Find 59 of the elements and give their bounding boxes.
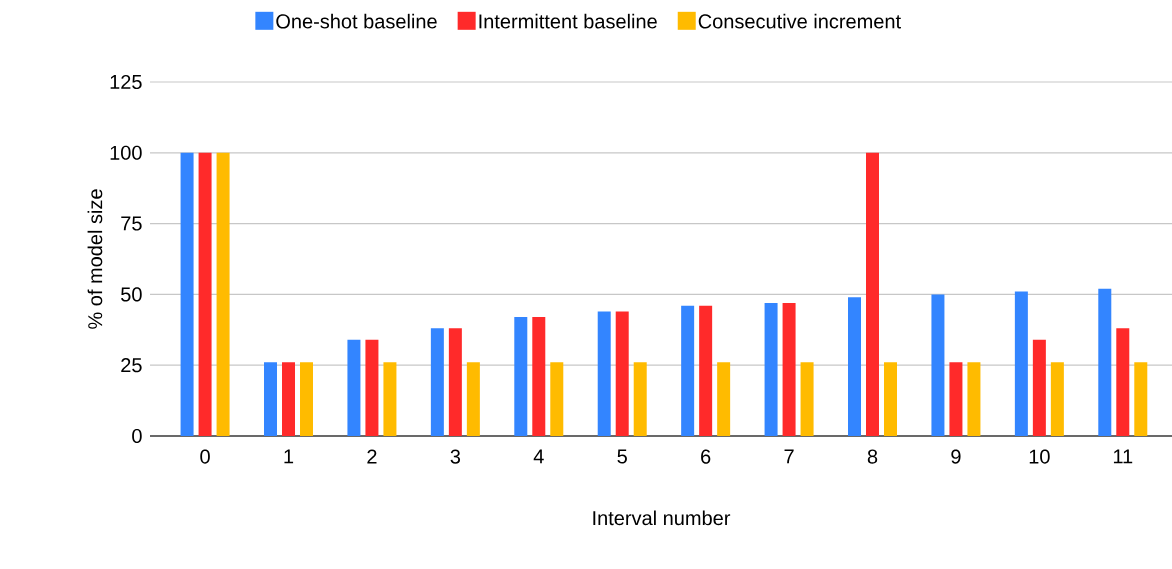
bar [1116,328,1130,436]
bar [1014,291,1028,436]
bar [1050,362,1064,436]
x-tick-label: 11 [1113,449,1133,464]
bar [782,302,796,436]
bar [681,305,695,436]
bar [365,339,379,436]
bar [848,297,862,436]
bar [699,305,713,436]
y-tick-label: 125 [110,74,142,90]
x-tick-label: 7 [784,449,794,464]
bar [198,152,212,436]
bar [1032,339,1046,436]
bar [514,317,528,436]
x-tick-label: 0 [200,449,210,464]
bar [800,362,814,436]
bar [448,328,462,436]
bar [1098,288,1112,436]
legend-label: One-shot baseline [276,13,437,29]
y-tick-label: 100 [110,145,142,160]
x-tick-label: 8 [867,449,878,464]
bar [949,362,963,436]
bar [931,294,945,436]
bar [1134,362,1148,436]
x-tick-label: 6 [701,449,711,464]
x-tick-label: 4 [533,449,544,464]
y-tick-label: 25 [121,358,142,373]
bar [717,362,731,436]
bar [466,362,480,436]
bar [967,362,981,436]
legend-label: Intermittent baseline [479,13,657,29]
y-tick-label: 0 [132,428,142,444]
bar [180,152,194,436]
bar [430,328,444,436]
x-tick-label: 1 [284,449,294,464]
bar [884,362,898,436]
bar [216,152,230,436]
x-tick-label: 9 [951,449,961,464]
y-axis-title: % of model size [87,189,103,329]
x-tick-label: 3 [450,449,461,464]
bar [550,362,564,436]
legend-label: Consecutive increment [698,13,901,29]
x-axis-title: Interval number [593,510,731,526]
bar [615,311,629,436]
bar [282,362,295,436]
bar [532,317,546,436]
x-tick-label: 5 [617,449,627,464]
bar [347,339,361,436]
x-tick-label: 10 [1029,449,1050,464]
bar [764,302,778,436]
y-tick-label: 50 [121,287,142,302]
bar [300,362,313,436]
x-tick-label: 2 [367,449,377,464]
bar [866,152,880,436]
bar [383,362,397,436]
bar [597,311,611,436]
bar [264,362,277,436]
bar [633,362,647,436]
y-tick-label: 75 [121,216,142,231]
